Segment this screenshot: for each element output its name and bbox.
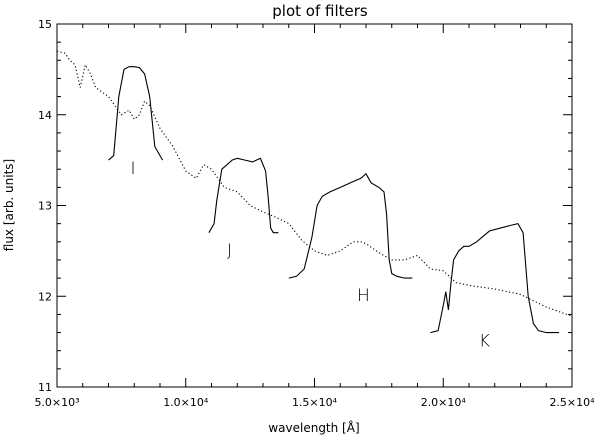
x-tick-label: 1.0×10⁴ bbox=[163, 396, 209, 409]
y-axis-label: flux [arb. units] bbox=[2, 159, 16, 251]
x-tick-label: 5.0×10³ bbox=[34, 396, 79, 409]
x-tick-label: 1.5×10⁴ bbox=[292, 396, 338, 409]
band-label: I bbox=[130, 159, 135, 179]
filter-curve-line-3 bbox=[288, 172, 413, 279]
filter-curve-line-2 bbox=[208, 157, 279, 234]
chart-title: plot of filters bbox=[272, 2, 368, 20]
series-layer bbox=[56, 50, 573, 334]
x-axis-label: wavelength [Å] bbox=[268, 420, 359, 435]
y-tick-label: 13 bbox=[38, 200, 52, 213]
filter-curve-line-4 bbox=[430, 222, 560, 334]
band-label: H bbox=[357, 286, 370, 306]
plot-frame bbox=[56, 23, 573, 388]
x-tick-label: 2.0×10⁴ bbox=[421, 396, 467, 409]
band-label: K bbox=[479, 332, 490, 352]
filter-curve-line-1 bbox=[108, 66, 164, 161]
band-label: J bbox=[227, 241, 232, 261]
y-tick-label: 15 bbox=[38, 18, 52, 31]
x-tick-label: 2.5×10⁴ bbox=[549, 396, 595, 409]
band-labels: I J H K bbox=[130, 159, 490, 351]
y-tick-label: 11 bbox=[38, 381, 52, 394]
axis-ticks: 5.0×10³ 1.0×10⁴ 1.5×10⁴ 2.0×10⁴ 2.5×10⁴ 11 12 1… bbox=[34, 18, 595, 409]
y-tick-label: 12 bbox=[38, 290, 52, 303]
spectrum-line-dotted bbox=[56, 50, 573, 317]
y-tick-label: 14 bbox=[38, 109, 52, 122]
